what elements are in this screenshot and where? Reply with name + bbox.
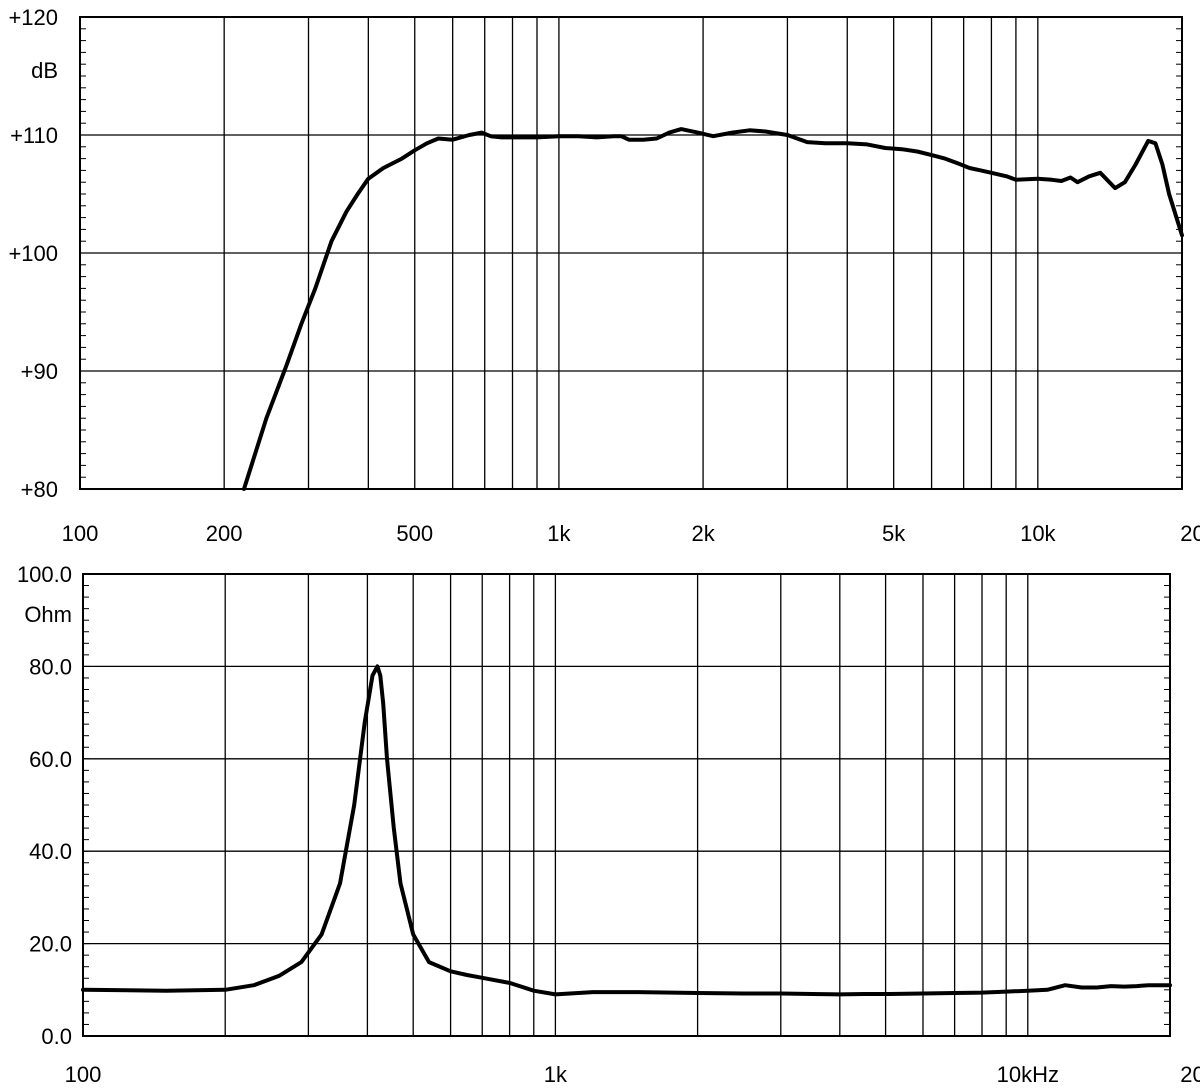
x-tick-label: 10k xyxy=(1020,521,1056,546)
x-tick-label: 500 xyxy=(396,521,433,546)
x-tick-label: 1k xyxy=(547,521,571,546)
y-tick-label: +100 xyxy=(8,241,58,266)
y-tick-label: +90 xyxy=(21,359,58,384)
x-tick-label: 2k xyxy=(691,521,715,546)
y-tick-label: 40.0 xyxy=(29,839,72,864)
x-tick-label: 100 xyxy=(62,521,99,546)
y-axis-unit-label: Ohm xyxy=(24,602,72,627)
x-tick-label: 1k xyxy=(544,1062,568,1087)
x-tick-label: 20k xyxy=(1180,1062,1200,1087)
spl-response-curve xyxy=(242,127,1184,491)
y-axis-unit-label: dB xyxy=(31,58,58,83)
y-tick-label: +110 xyxy=(10,123,58,148)
y-tick-label: 60.0 xyxy=(29,747,72,772)
y-tick-label: 80.0 xyxy=(29,654,72,679)
x-tick-label: 100 xyxy=(65,1062,102,1087)
plot-frame xyxy=(82,573,1171,1037)
y-tick-label: 20.0 xyxy=(29,932,72,957)
x-tick-label: 200 xyxy=(206,521,243,546)
impedance-curve xyxy=(81,664,1172,997)
spl-chart: +80 +90 +100 +110 +120 dB 100 200 500 1k 2k 5k 10k 20… xyxy=(8,5,1200,546)
impedance-chart: 0.0 20.0 40.0 60.0 80.0 100.0 Ohm 100 1k 10kHz 20k xyxy=(17,562,1200,1087)
y-tick-label: 100.0 xyxy=(17,562,72,587)
y-tick-label: 0.0 xyxy=(41,1024,72,1049)
x-tick-label: 10kHz xyxy=(997,1062,1059,1087)
y-tick-label: +80 xyxy=(21,477,58,502)
plot-frame xyxy=(79,16,1183,490)
y-tick-label: +120 xyxy=(8,5,58,30)
x-tick-label: 5k xyxy=(882,521,906,546)
x-tick-label: 20k xyxy=(1180,521,1200,546)
